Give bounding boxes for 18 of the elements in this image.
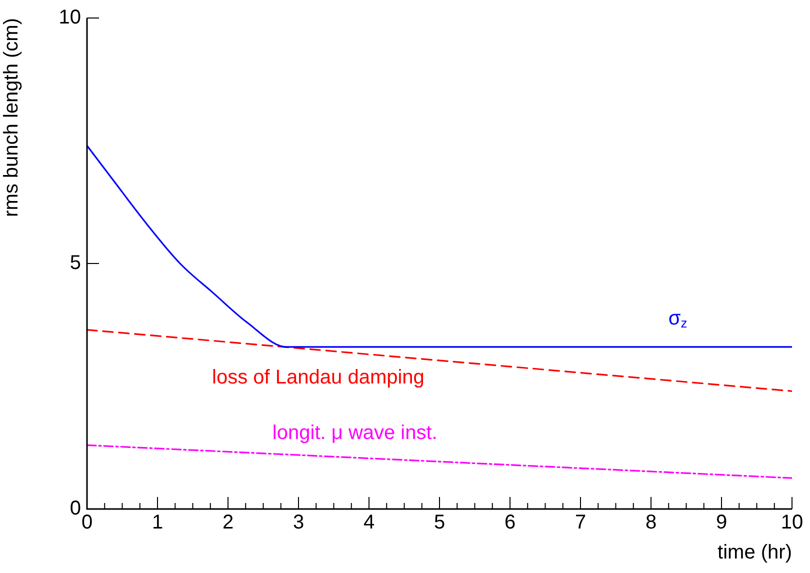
x-tick-label: 1 xyxy=(152,512,164,534)
series-label: loss of Landau damping xyxy=(212,366,424,388)
y-tick-label: 0 xyxy=(70,498,81,520)
y-tick-label: 5 xyxy=(70,252,81,274)
x-tick-label: 8 xyxy=(645,512,657,534)
x-tick-label: 3 xyxy=(292,512,304,534)
y-tick-label: 10 xyxy=(58,6,81,29)
line-series xyxy=(87,144,792,348)
x-tick-label: 7 xyxy=(574,512,586,534)
y-axis-title: rms bunch length (cm) xyxy=(0,18,23,217)
x-tick-label: 6 xyxy=(504,512,516,534)
x-tick-label: 4 xyxy=(363,512,375,534)
x-axis-title: time (hr) xyxy=(718,542,792,564)
x-tick-label: 5 xyxy=(434,512,446,534)
x-tick-label: 9 xyxy=(716,512,728,534)
x-tick-label: 2 xyxy=(222,512,234,534)
x-tick-label: 10 xyxy=(780,512,804,534)
series-label: longit. μ wave inst. xyxy=(272,422,438,444)
